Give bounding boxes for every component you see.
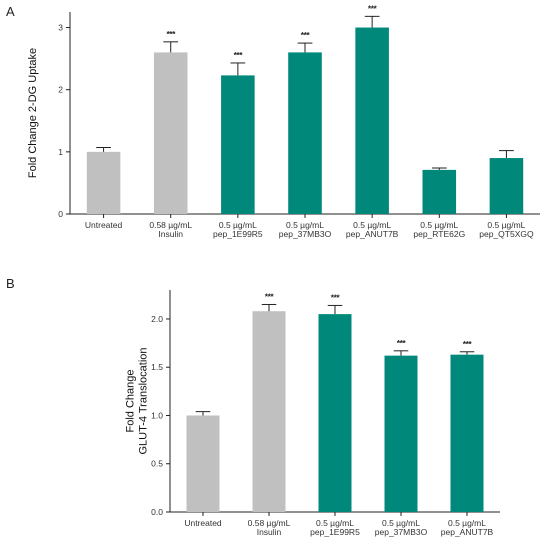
y-tick-label: 0 — [58, 209, 63, 219]
x-tick-label: pep_RTE62G — [413, 229, 465, 239]
x-tick-label: pep_ANUT7B — [346, 229, 399, 239]
significance-label: *** — [234, 50, 244, 60]
x-tick-label: Insulin — [257, 527, 282, 537]
bar — [384, 355, 418, 512]
bar — [221, 75, 255, 215]
significance-label: *** — [368, 3, 378, 13]
bar — [288, 52, 322, 215]
chart-panel-b: 0.0 0.5 1.0 1.5 2.0 Fold Change GLUT-4 Translo… — [125, 290, 500, 537]
x-tick-label: pep_1E99R5 — [310, 527, 360, 537]
bar — [153, 52, 188, 215]
y-axis-label: Fold Change — [125, 370, 137, 433]
y-tick-label: 0.0 — [151, 507, 163, 517]
y-tick-label: 2 — [58, 85, 63, 95]
bar — [186, 415, 220, 512]
y-axis-label: Fold Change 2-DG Uptake — [27, 48, 39, 178]
x-tick-label: Untreated — [85, 220, 123, 230]
bar — [422, 169, 457, 214]
chart-panel-a: 0 1 2 3 Fold Change 2-DG Uptake Untreated *** 0… — [27, 3, 540, 239]
bar — [86, 151, 121, 214]
significance-label: *** — [301, 30, 311, 40]
bar — [252, 311, 286, 512]
x-tick-label: 0.5 µg/mL — [420, 220, 458, 230]
y-axis-label: GLUT-4 Translocation — [138, 348, 150, 455]
significance-label: *** — [463, 339, 473, 349]
bar — [318, 314, 352, 512]
y-tick-label: 2.0 — [151, 314, 163, 324]
x-tick-label: 0.5 µg/mL — [382, 518, 420, 528]
x-tick-label: pep_ANUT7B — [441, 527, 494, 537]
x-tick-label: 0.5 µg/mL — [316, 518, 354, 528]
x-tick-label: 0.58 µg/mL — [149, 220, 192, 230]
x-tick-label: pep_1E99R5 — [213, 229, 263, 239]
y-tick-label: 1.5 — [151, 362, 163, 372]
x-tick-label: 0.5 µg/mL — [448, 518, 486, 528]
significance-label: *** — [331, 292, 341, 302]
y-tick-label: 1.0 — [151, 410, 163, 420]
y-tick-label: 0.5 — [151, 459, 163, 469]
bar — [355, 27, 389, 214]
x-tick-label: pep_37MB3O — [279, 229, 332, 239]
significance-label: *** — [265, 291, 275, 301]
panel-label-b: B — [6, 276, 15, 291]
significance-label: *** — [397, 338, 407, 348]
x-tick-label: Untreated — [184, 518, 222, 528]
x-tick-label: 0.5 µg/mL — [219, 220, 257, 230]
bar — [489, 158, 524, 214]
y-tick-label: 3 — [58, 23, 63, 33]
x-tick-label: Insulin — [158, 229, 183, 239]
x-tick-label: pep_QT5XGQ — [479, 229, 534, 239]
x-tick-label: 0.5 µg/mL — [487, 220, 525, 230]
x-tick-label: pep_37MB3O — [375, 527, 428, 537]
x-tick-label: 0.5 µg/mL — [353, 220, 391, 230]
bar — [450, 354, 484, 512]
significance-label: *** — [166, 29, 176, 39]
x-tick-label: 0.58 µg/mL — [248, 518, 291, 528]
panel-label-a: A — [6, 4, 15, 19]
x-tick-label: 0.5 µg/mL — [286, 220, 324, 230]
y-tick-label: 1 — [58, 147, 63, 157]
